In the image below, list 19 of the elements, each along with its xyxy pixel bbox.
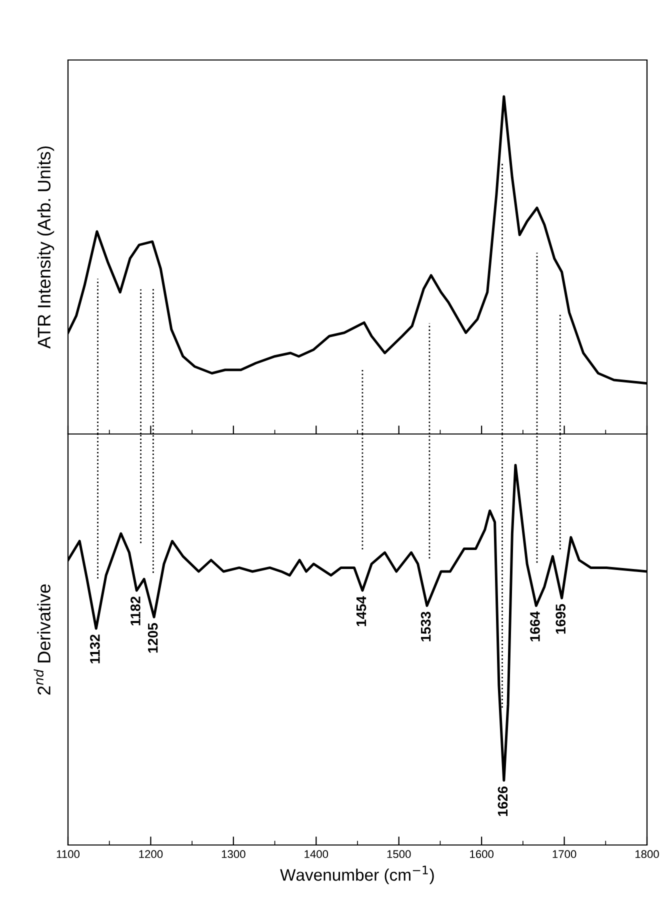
annotation: 1454 <box>356 596 366 626</box>
x-tick-label: 1800 <box>635 850 659 858</box>
x-tick-label: 1100 <box>56 850 80 858</box>
x-tick-label: 1200 <box>139 850 163 858</box>
annotation: 1533 <box>420 612 431 642</box>
annotation: 1664 <box>530 611 540 642</box>
y-axis-title: 2$^{nd}$ Derivative <box>34 584 50 695</box>
x-tick-label: 1700 <box>552 850 576 858</box>
x-tick-label: 1600 <box>470 850 494 858</box>
x-tick-label: 1300 <box>222 850 246 858</box>
annotation: 1695 <box>556 604 566 634</box>
x-tick-label: 1400 <box>304 850 328 858</box>
x-axis-title: Wavenumber (cm$^{−1}$) <box>280 866 434 884</box>
annotation: 1132 <box>90 634 100 664</box>
annotation: 1182 <box>130 596 140 626</box>
x-tick-label: 1500 <box>387 850 411 858</box>
annotation: 1205 <box>148 623 158 653</box>
annotation: 1626 <box>498 786 508 816</box>
y-axis-title: ATR Intensity (Arb. Units) <box>37 146 54 349</box>
